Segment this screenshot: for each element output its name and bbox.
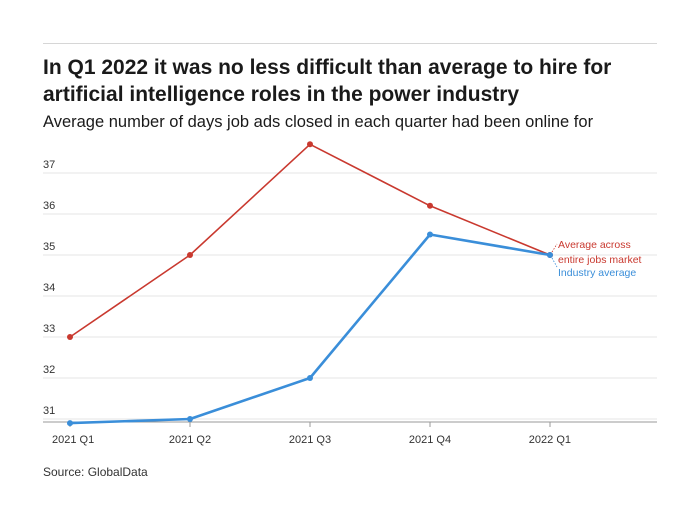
data-point xyxy=(307,141,313,148)
label-leader xyxy=(551,257,558,268)
series-label-industry: Industry average xyxy=(558,267,636,279)
label-leader xyxy=(551,243,558,253)
y-tick-label: 34 xyxy=(43,282,55,294)
y-tick: 33 xyxy=(43,323,55,335)
x-tick: 2022 Q1 xyxy=(529,434,571,446)
y-tick: 37 xyxy=(43,159,55,171)
x-tick-label: 2021 Q1 xyxy=(52,434,94,446)
data-point xyxy=(187,252,193,258)
x-tick: 2021 Q2 xyxy=(169,434,211,446)
y-tick: 35 xyxy=(43,241,55,253)
series-label-market: Average across entire jobs market xyxy=(558,239,642,266)
x-tick-label: 2021 Q2 xyxy=(169,434,211,446)
source-note: Source: GlobalData xyxy=(43,465,148,479)
data-point xyxy=(547,252,553,258)
data-point xyxy=(187,416,193,422)
y-tick: 31 xyxy=(43,405,55,417)
gridlines xyxy=(43,172,657,420)
chart-subtitle: Average number of days job ads closed in… xyxy=(43,113,594,131)
x-tick-label: 2021 Q3 xyxy=(289,434,331,446)
series-group xyxy=(67,141,553,427)
y-tick: 36 xyxy=(43,200,55,212)
y-tick-label: 33 xyxy=(43,323,55,335)
data-point xyxy=(67,334,73,340)
y-tick-label: 37 xyxy=(43,159,55,171)
x-tick-label: 2021 Q4 xyxy=(409,434,451,446)
data-point xyxy=(307,375,313,381)
y-tick-label: 36 xyxy=(43,200,55,212)
x-tick: 2021 Q1 xyxy=(52,434,94,446)
data-point xyxy=(67,420,73,427)
data-point xyxy=(427,231,433,238)
data-point xyxy=(427,202,433,209)
top-divider xyxy=(43,43,657,44)
series-labels: Average across entire jobs marketIndustry… xyxy=(551,239,642,279)
x-tick: 2021 Q3 xyxy=(289,434,331,446)
y-tick-label: 32 xyxy=(43,364,55,376)
y-tick: 32 xyxy=(43,364,55,376)
x-tick: 2021 Q4 xyxy=(409,434,451,446)
x-tick-label: 2022 Q1 xyxy=(529,434,571,446)
y-axis: 31 32 33 34 35 36 37 xyxy=(43,159,55,417)
series-line xyxy=(69,233,551,425)
y-tick: 34 xyxy=(43,282,55,294)
y-tick-label: 35 xyxy=(43,241,55,253)
x-axis: 2021 Q1 2021 Q2 2021 Q3 2021 Q4 2022 Q1 xyxy=(43,421,657,446)
chart-title: In Q1 2022 it was no less difficult than… xyxy=(43,56,612,106)
y-tick-label: 31 xyxy=(43,405,55,417)
